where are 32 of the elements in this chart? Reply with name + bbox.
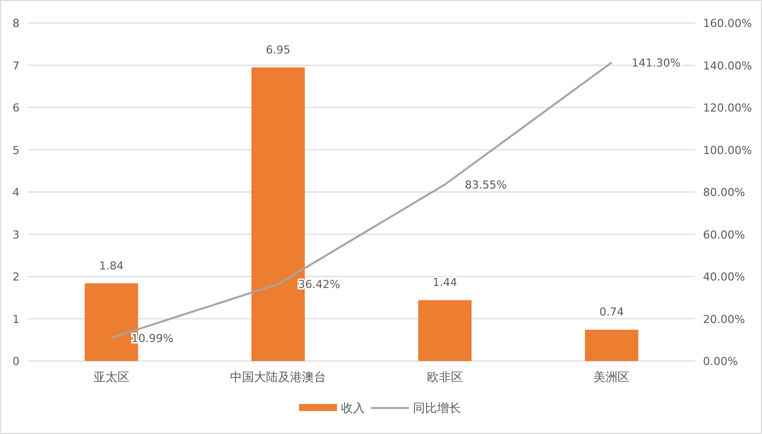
y2-tick-label: 80.00% [703,186,745,199]
x-tick-label: 欧非区 [426,370,463,384]
data-label: 0.74 [599,306,624,319]
data-label: 1.44 [432,276,458,290]
data-label: 1.84 [99,259,124,272]
x-tick-label: 美洲区 [594,370,630,384]
legend-label: 同比增长 [413,401,461,415]
data-label: 6.95 [266,43,290,56]
bar [584,330,638,361]
y2-tick-label: 0.00% [703,355,738,368]
y-tick-label: 3 [12,228,20,242]
y2-tick-label: 40.00% [703,270,745,284]
y2-tick-label: 20.00% [703,312,745,326]
y-tick-label: 0 [12,355,20,368]
y2-tick-label: 100.00% [703,144,752,157]
y-tick-label: 1 [12,312,20,326]
y-tick-label: 7 [12,59,20,72]
y-tick-label: 8 [12,17,20,30]
y2-tick-label: 160.00% [703,17,752,30]
y-tick-label: 2 [12,270,20,284]
y-tick-label: 6 [12,102,20,114]
data-label: 83.55% [464,178,507,192]
legend-label: 收入 [341,401,365,415]
bar [418,300,472,361]
y-tick-label: 4 [12,186,20,199]
y2-tick-label: 60.00% [703,228,745,242]
data-label: 141.30% [632,56,681,70]
y2-tick-label: 120.00% [703,102,752,114]
x-tick-label: 亚太区 [93,370,130,384]
y2-tick-label: 140.00% [703,59,752,72]
x-tick-label: 中国大陆及港澳台 [230,370,326,384]
y-tick-label: 5 [12,144,20,157]
